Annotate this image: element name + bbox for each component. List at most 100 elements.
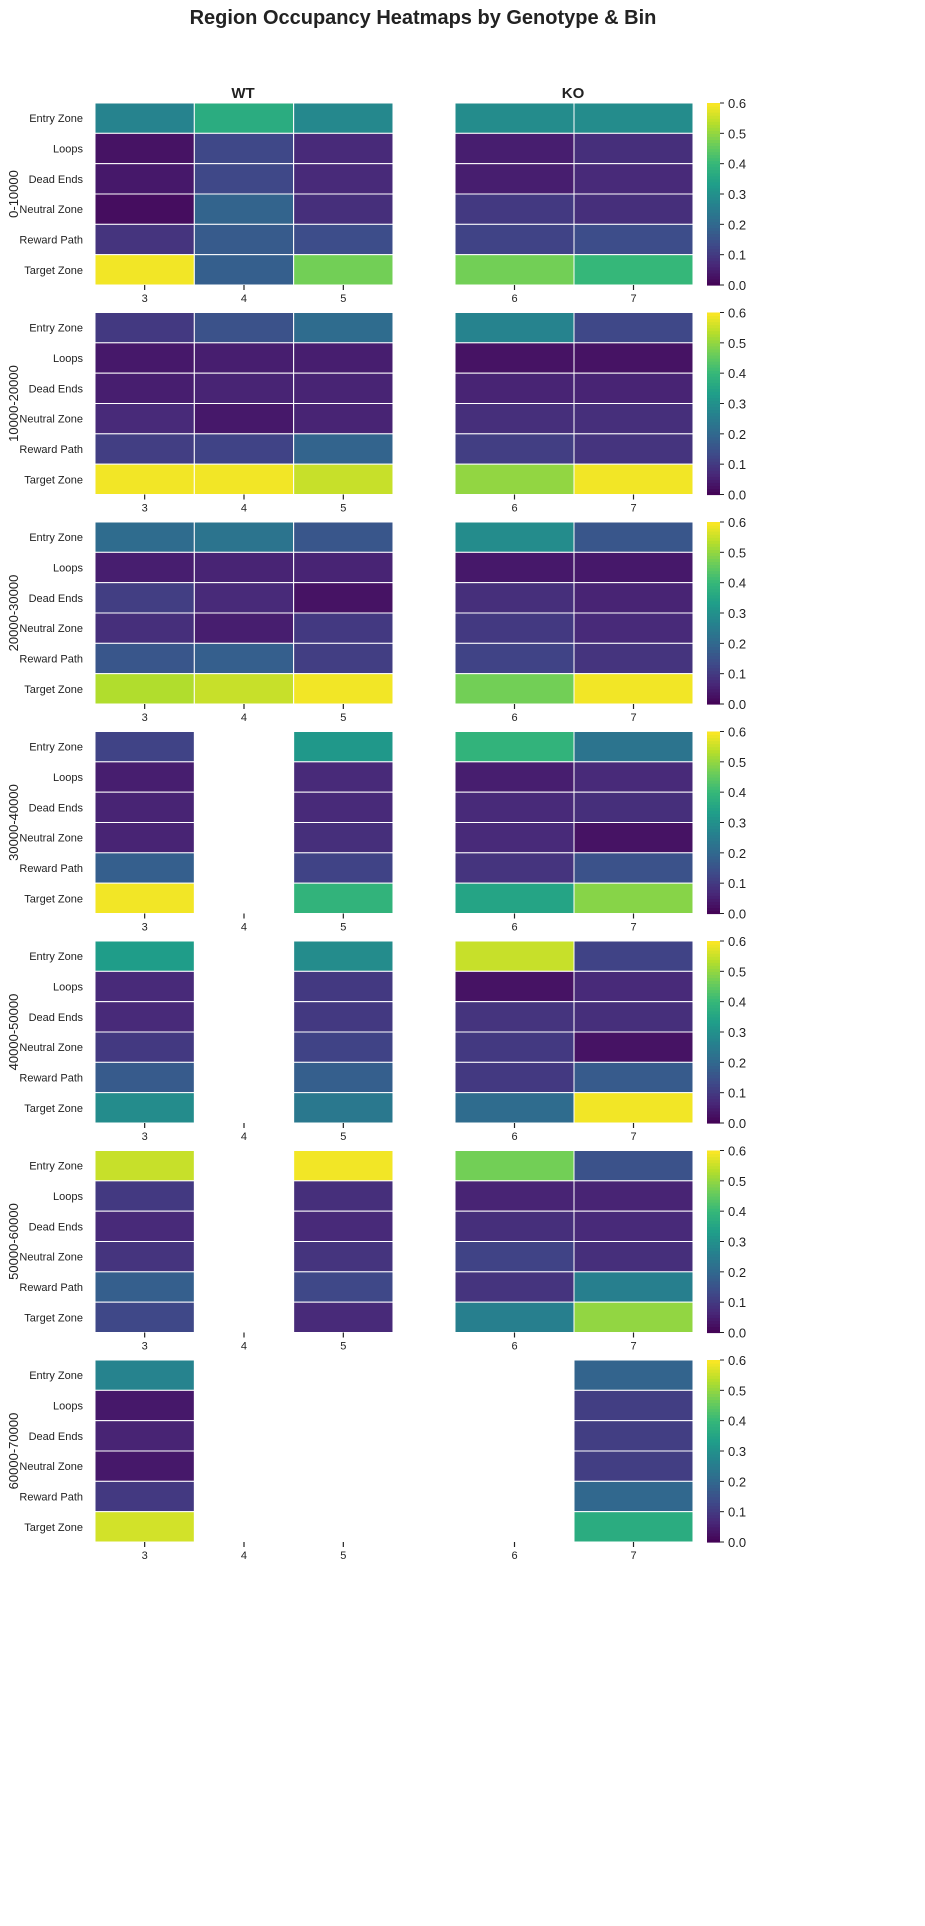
- region-label: Target Zone: [24, 893, 83, 905]
- colorbar-segment: [707, 172, 720, 177]
- colorbar-segment: [707, 1293, 720, 1297]
- colorbar-segment: [707, 597, 720, 602]
- colorbar-segment: [707, 1119, 720, 1124]
- colorbar-segment: [707, 260, 720, 265]
- colorbar-segment: [707, 528, 720, 532]
- colorbar-segment: [707, 1280, 720, 1285]
- region-label: Reward Path: [19, 863, 83, 875]
- colorbar-segment: [707, 874, 720, 878]
- x-tick-label: 3: [142, 503, 148, 515]
- colorbar-segment: [707, 749, 720, 754]
- heatmap-cell: [573, 1031, 694, 1063]
- colorbar-segment: [707, 652, 720, 657]
- colorbar-segment: [707, 1165, 720, 1170]
- colorbar-segment: [707, 546, 720, 550]
- colorbar-segment: [707, 1366, 720, 1370]
- colorbar-segment: [707, 1035, 720, 1039]
- region-label: Neutral Zone: [19, 623, 83, 635]
- colorbar-segment: [707, 849, 720, 854]
- colorbar-segment: [707, 664, 720, 669]
- colorbar-segment: [707, 124, 720, 128]
- colorbar-segment: [707, 391, 720, 395]
- colorbar-segment: [707, 1463, 720, 1467]
- colorbar-segment: [707, 139, 720, 144]
- heatmap-cell: [293, 612, 394, 644]
- x-tick-label: 6: [511, 1341, 517, 1353]
- colorbar-segment: [707, 567, 720, 572]
- colorbar-segment: [707, 1056, 720, 1060]
- colorbar-segment: [707, 1378, 720, 1382]
- colorbar-segment: [707, 1205, 720, 1209]
- colorbar-segment: [707, 1180, 720, 1185]
- x-tick-label: 7: [630, 712, 636, 724]
- heatmap-cell: [293, 193, 394, 225]
- heatmap-cell: [94, 223, 195, 256]
- x-tick-label: 6: [511, 503, 517, 515]
- colorbar-segment: [707, 403, 720, 408]
- colorbar-segment: [707, 1268, 720, 1273]
- colorbar-segment: [707, 318, 720, 323]
- colorbar-segment: [707, 1050, 720, 1054]
- colorbar-segment: [707, 898, 720, 902]
- colorbar-segment: [707, 1059, 720, 1063]
- colorbar-segment: [707, 1311, 720, 1315]
- heatmap-cell: [573, 940, 694, 972]
- heatmap-cell: [293, 163, 394, 195]
- heatmap-cell: [293, 1210, 394, 1242]
- colorbar-tick-label: 0.3: [728, 397, 746, 412]
- colorbar-segment: [707, 212, 720, 216]
- colorbar-segment: [707, 600, 720, 605]
- colorbar-tick-label: 0.4: [728, 1204, 746, 1219]
- heatmap-cell: [573, 852, 694, 884]
- colorbar-segment: [707, 700, 720, 705]
- colorbar-segment: [707, 1538, 720, 1543]
- heatmap-cell: [94, 372, 195, 404]
- colorbar-segment: [707, 206, 720, 210]
- heatmap-cell: [94, 822, 195, 854]
- colorbar-segment: [707, 691, 720, 696]
- colorbar-segment: [707, 1414, 720, 1419]
- colorbar-segment: [707, 564, 720, 569]
- heatmap-cell: [94, 852, 195, 884]
- colorbar-segment: [707, 971, 720, 975]
- heatmap-cell: [94, 1001, 195, 1033]
- colorbar-segment: [707, 442, 720, 447]
- heatmap-cell: [454, 791, 575, 824]
- heatmap-cell: [573, 1241, 694, 1273]
- heatmap-cell: [293, 102, 394, 134]
- colorbar-segment: [707, 543, 720, 547]
- colorbar-segment: [707, 1490, 720, 1495]
- x-tick-label: 5: [340, 1550, 346, 1562]
- colorbar-segment: [707, 549, 720, 553]
- colorbar-segment: [707, 773, 720, 778]
- colorbar-segment: [707, 868, 720, 872]
- colorbar-segment: [707, 1317, 720, 1321]
- colorbar-segment: [707, 852, 720, 857]
- colorbar-segment: [707, 1047, 720, 1051]
- colorbar-segment: [707, 1475, 720, 1479]
- colorbar-segment: [707, 464, 720, 468]
- heatmap-cell: [573, 223, 694, 256]
- colorbar-segment: [707, 227, 720, 231]
- colorbar-segment: [707, 667, 720, 672]
- heatmap-cell: [293, 642, 394, 675]
- colorbar-segment: [707, 215, 720, 219]
- heatmap-cell: [293, 1301, 394, 1333]
- colorbar-segment: [707, 661, 720, 666]
- colorbar-segment: [707, 436, 720, 441]
- heatmap-cell: [293, 372, 394, 404]
- heatmap-cell: [94, 1511, 195, 1543]
- colorbar-segment: [707, 1071, 720, 1076]
- colorbar-segment: [707, 1384, 720, 1388]
- heatmap-cell: [94, 1210, 195, 1242]
- x-tick-label: 5: [340, 712, 346, 724]
- region-label: Entry Zone: [29, 1370, 83, 1382]
- colorbar-segment: [707, 1265, 720, 1270]
- x-tick-label: 6: [511, 1550, 517, 1562]
- colorbar-segment: [707, 109, 720, 113]
- colorbar-segment: [707, 364, 720, 368]
- heatmap-cell: [573, 433, 694, 465]
- colorbar-segment: [707, 697, 720, 702]
- heatmap-cell: [573, 102, 694, 134]
